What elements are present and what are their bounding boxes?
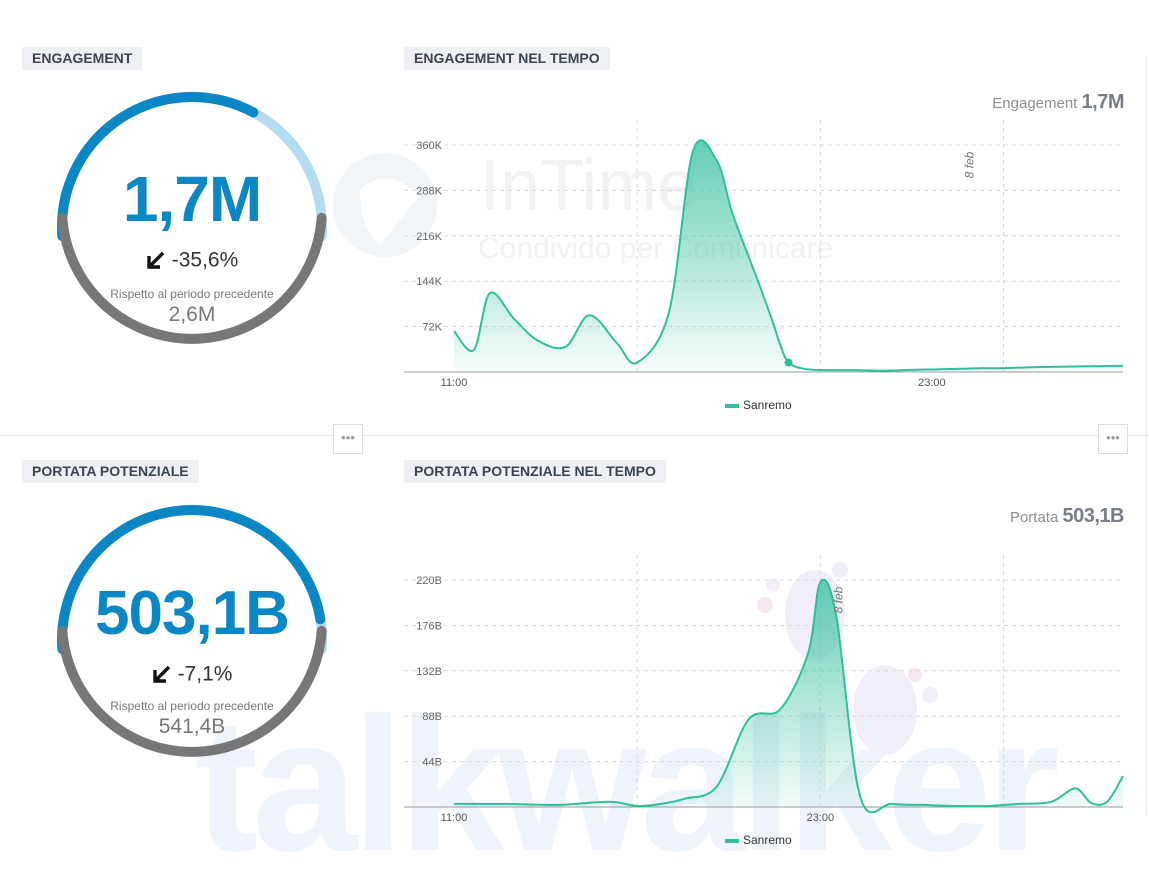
intime-watermark: InTime [480, 146, 698, 226]
series-point[interactable] [784, 358, 793, 367]
legend-label: Sanremo [743, 833, 792, 847]
reach-change-value: -7,1% [177, 662, 233, 686]
reach-total-value: 503,1B [1062, 505, 1125, 527]
gauge-value-arc [57, 92, 259, 242]
gauge-previous-arc [57, 625, 327, 757]
y-tick-label: 288K [416, 185, 442, 197]
section-divider [0, 435, 1149, 436]
gauge-value-arc [57, 505, 326, 655]
reach-total-label: Portata [1009, 509, 1059, 526]
x-tick-label: 23:00 [918, 377, 946, 389]
reach-title: PORTATA POTENZIALE [22, 460, 199, 483]
y-tick-label: 72K [422, 322, 442, 334]
reach-chart: 44B 88B 132B 176B 220B 11:00 23:00 Sanremo 8 feb [404, 555, 1124, 847]
more-dots-icon[interactable]: ••• [1098, 424, 1128, 454]
x-tick-label: 11:00 [441, 812, 468, 824]
x-tick-label: 11:00 [441, 377, 468, 389]
y-tick-label: 176B [416, 620, 442, 632]
engagement-chart: 72K 144K 216K 288K 360K 11:00 23:00 Sanremo 8 fe… [404, 120, 1124, 412]
reach-change: -7,1% [57, 662, 327, 686]
engagement-total: Engagement 1,7M [992, 91, 1124, 114]
engagement-total-label: Engagement [992, 95, 1078, 112]
series-area [454, 579, 1123, 813]
panel-edge [1146, 55, 1147, 815]
series-line [453, 578, 1124, 814]
legend-swatch [725, 839, 739, 843]
engagement-value: 1,7M [122, 163, 262, 235]
engagement-change-value: -35,6% [171, 248, 239, 272]
engagement-change: -35,6% [57, 248, 327, 272]
engagement-caption: Rispetto al periodo precedente [110, 287, 274, 301]
y-tick-label: 44B [422, 757, 442, 769]
day-marker-label: 8 feb [831, 586, 845, 613]
y-tick-label: 88B [422, 711, 442, 723]
engagement-total-value: 1,7M [1081, 91, 1125, 113]
reach-gauge: 503,1B -7,1% Rispetto al periodo precede… [57, 505, 327, 775]
more-dots-icon[interactable]: ••• [333, 424, 363, 454]
y-tick-label: 360K [416, 140, 442, 152]
reach-chart-title: PORTATA POTENZIALE NEL TEMPO [404, 460, 666, 483]
engagement-previous-value: 2,6M [168, 303, 216, 326]
reach-total: Portata 503,1B [1009, 505, 1125, 528]
reach-previous-value: 541,4B [158, 715, 226, 738]
reach-caption: Rispetto al periodo precedente [110, 699, 274, 713]
y-tick-label: 144K [416, 276, 442, 288]
day-marker-label: 8 feb [963, 151, 977, 178]
engagement-title: ENGAGEMENT [22, 47, 143, 70]
arrow-down-left-icon [152, 666, 170, 684]
series-line [453, 139, 1124, 372]
legend-label: Sanremo [743, 398, 792, 412]
reach-value: 503,1B [95, 579, 290, 648]
intime-watermark-sub: Condivido per Comunicare [478, 232, 834, 265]
x-tick-label: 23:00 [807, 812, 835, 824]
intime-logo-watermark [333, 153, 437, 257]
y-tick-label: 216K [416, 231, 442, 243]
engagement-gauge: 1,7M -35,6% Rispetto al periodo preceden… [57, 92, 327, 362]
engagement-chart-title: ENGAGEMENT NEL TEMPO [404, 47, 610, 70]
gauge-previous-arc [57, 212, 327, 344]
series-area [454, 140, 1123, 372]
y-tick-label: 132B [416, 666, 442, 678]
y-tick-label: 220B [416, 575, 442, 587]
legend-swatch [725, 404, 739, 408]
arrow-down-left-icon [147, 252, 164, 270]
